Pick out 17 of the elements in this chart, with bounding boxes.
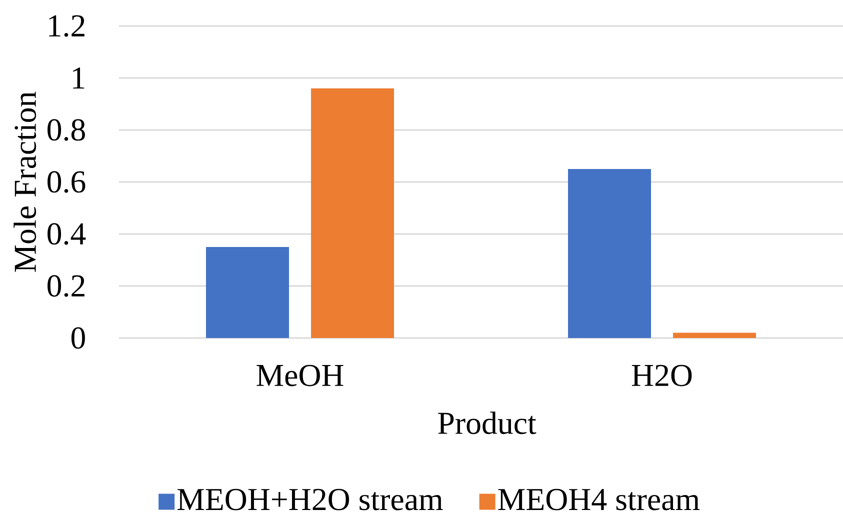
x-tick-label: MeOH: [256, 364, 344, 386]
y-tick-label: 0.6: [48, 171, 86, 193]
y-tick-label: 1: [73, 67, 84, 89]
y-tick-label: 1.2: [49, 15, 84, 37]
bar: [311, 88, 394, 338]
y-axis-title: Mole Fraction: [14, 92, 36, 272]
y-tick-label: 0.8: [48, 119, 85, 141]
bar: [206, 247, 289, 338]
bar: [568, 169, 652, 338]
x-tick-label: H2O: [632, 364, 692, 386]
y-tick-label: 0.4: [48, 223, 86, 245]
legend-label: MEOH+H2O stream: [177, 488, 443, 510]
bar: [673, 332, 756, 338]
x-axis-title: Product: [438, 412, 536, 434]
legend-label: MEOH4 stream: [498, 488, 700, 510]
y-tick-label: 0.2: [48, 275, 84, 297]
y-tick-label: 0: [71, 327, 85, 349]
